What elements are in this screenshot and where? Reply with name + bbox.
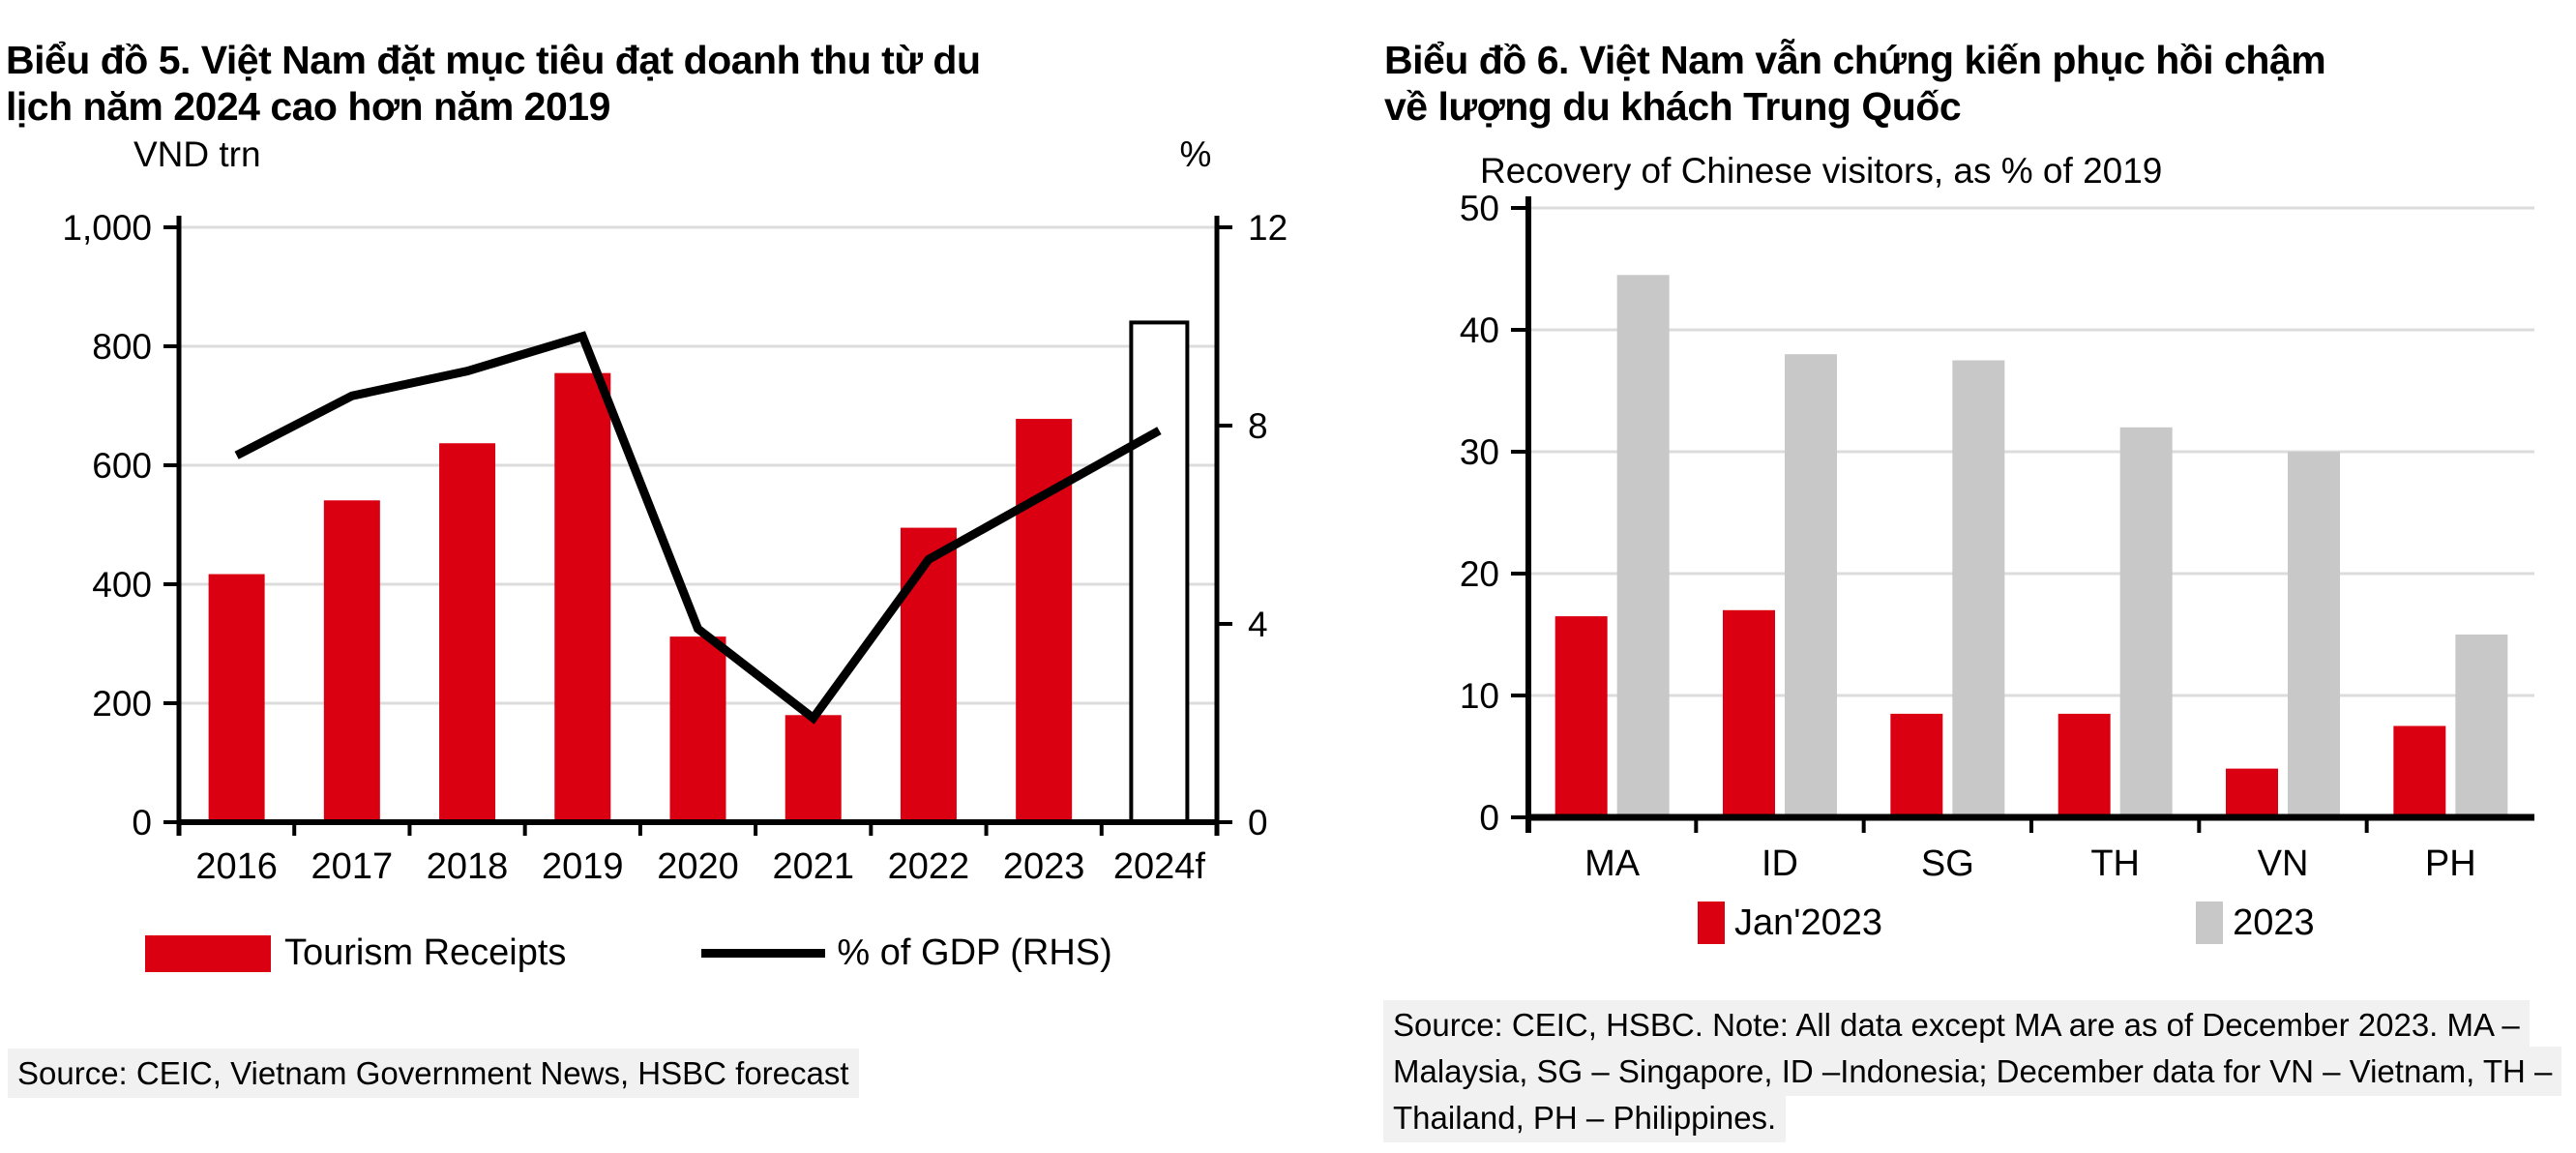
chart6-source-text: Source: CEIC, HSBC. Note: All data excep… — [1383, 1000, 2562, 1142]
chart5-legend: Tourism Receipts % of GDP (RHS) — [145, 932, 1112, 974]
chart6-title-line2: về lượng du khách Trung Quốc — [1384, 84, 1962, 130]
chart5-panel: Biểu đồ 5. Việt Nam đặt mục tiêu đạt doa… — [6, 37, 1288, 1098]
legend-item-2023: 2023 — [2196, 902, 2315, 944]
chart5-title-line2: lịch năm 2024 cao hơn năm 2019 — [6, 84, 610, 130]
bar-2023-TH — [2119, 427, 2173, 817]
chart6-title: Biểu đồ 6. Việt Nam vẫn chứng kiến phục … — [1384, 37, 2326, 131]
bar-2023-SG — [1952, 360, 2005, 817]
bar-jan2023-SG — [1890, 713, 1943, 817]
bar-jan2023-TH — [2058, 713, 2111, 817]
bar-jan2023-ID — [1723, 609, 1775, 817]
legend-item-tourism-receipts: Tourism Receipts — [145, 932, 566, 974]
year2023-swatch — [2196, 902, 2224, 944]
chart6-plot: 0 10 20 30 40 50 MA ID SG TH VN PH — [1460, 189, 2534, 884]
chart5-title: Biểu đồ 5. Việt Nam đặt mục tiêu đạt doa… — [6, 37, 981, 131]
bar-2022 — [900, 527, 957, 822]
bar-2023-MA — [1616, 275, 1670, 817]
x-label-VN: VN — [2258, 843, 2309, 884]
chart6-panel: Biểu đồ 6. Việt Nam vẫn chứng kiến phục … — [1378, 0, 2576, 1153]
legend-item-gdp-line: % of GDP (RHS) — [701, 932, 1112, 974]
left-tick-label-800: 800 — [92, 327, 152, 367]
left-axis-title: VND trn — [133, 134, 261, 174]
bar-2019 — [554, 372, 611, 822]
y-tick-label-10: 10 — [1460, 676, 1499, 716]
jan2023-swatch — [1698, 902, 1725, 944]
y-tick-label-0: 0 — [1479, 798, 1499, 838]
bar-2024f — [1129, 320, 1190, 824]
bar-2017 — [323, 500, 380, 822]
left-tick-label-0: 0 — [132, 803, 152, 843]
x-label-2018: 2018 — [427, 846, 509, 887]
y-tick-label-40: 40 — [1460, 310, 1499, 350]
x-label-MA: MA — [1584, 843, 1641, 884]
left-tick-label-200: 200 — [92, 684, 152, 724]
jan2023-label: Jan'2023 — [1734, 902, 1883, 943]
legend-item-jan2023: Jan'2023 — [1698, 902, 1882, 944]
x-label-2022: 2022 — [888, 846, 970, 887]
bar-2020 — [669, 636, 726, 822]
x-label-2016: 2016 — [195, 846, 278, 887]
chart5-title-line1: Biểu đồ 5. Việt Nam đặt mục tiêu đạt doa… — [6, 38, 981, 83]
x-label-ID: ID — [1762, 843, 1798, 884]
gdp-pct-line — [234, 331, 1162, 724]
y-tick-label-30: 30 — [1460, 432, 1499, 472]
x-label-2021: 2021 — [772, 846, 854, 887]
right-axis-title: % — [1180, 134, 1212, 174]
x-label-PH: PH — [2425, 843, 2476, 884]
left-tick-label-1000: 1,000 — [62, 208, 152, 248]
chart5-source-text: Source: CEIC, Vietnam Government News, H… — [8, 1049, 859, 1098]
x-label-SG: SG — [1921, 843, 1974, 884]
x-label-2023: 2023 — [1003, 846, 1085, 887]
right-tick-label-0: 0 — [1248, 803, 1268, 843]
chart6-legend: Jan'2023 2023 — [1698, 902, 2315, 944]
bar-2021 — [785, 715, 842, 822]
right-tick-label-4: 4 — [1248, 605, 1268, 644]
y-tick-label-50: 50 — [1460, 189, 1499, 228]
gdp-line-label: % of GDP (RHS) — [837, 932, 1112, 973]
y-tick-label-20: 20 — [1460, 554, 1499, 594]
bar-2023-ID — [1785, 354, 1837, 817]
x-label-2020: 2020 — [657, 846, 739, 887]
left-tick-label-400: 400 — [92, 565, 152, 605]
bar-2018 — [439, 443, 496, 822]
chart5-plot: 0 200 400 600 800 1,000 0 4 8 12 2016 2017 2018 2019 2… — [62, 134, 1288, 887]
x-label-2024f: 2024f — [1113, 846, 1206, 887]
left-tick-label-600: 600 — [92, 446, 152, 486]
tourism-receipts-label: Tourism Receipts — [284, 932, 567, 973]
tourism-receipts-swatch — [145, 934, 271, 972]
chart6-source: Source: CEIC, HSBC. Note: All data excep… — [1383, 1000, 2576, 1142]
chart6-subtitle: Recovery of Chinese visitors, as % of 20… — [1480, 151, 2163, 191]
x-label-2017: 2017 — [311, 846, 394, 887]
bar-2016 — [208, 574, 265, 822]
right-tick-label-12: 12 — [1248, 208, 1288, 248]
chart6-title-line1: Biểu đồ 6. Việt Nam vẫn chứng kiến phục … — [1384, 38, 2326, 83]
bar-jan2023-PH — [2393, 725, 2446, 817]
bar-jan2023-MA — [1554, 616, 1608, 817]
year2023-label: 2023 — [2233, 902, 2315, 943]
bar-jan2023-VN — [2226, 768, 2278, 817]
chart5-source: Source: CEIC, Vietnam Government News, H… — [8, 1049, 859, 1098]
x-label-TH: TH — [2090, 843, 2140, 884]
bar-2023-VN — [2288, 452, 2340, 817]
gdp-line-swatch — [701, 949, 826, 958]
right-tick-label-8: 8 — [1248, 406, 1268, 446]
bar-2023-PH — [2455, 635, 2508, 817]
x-label-2019: 2019 — [542, 846, 624, 887]
